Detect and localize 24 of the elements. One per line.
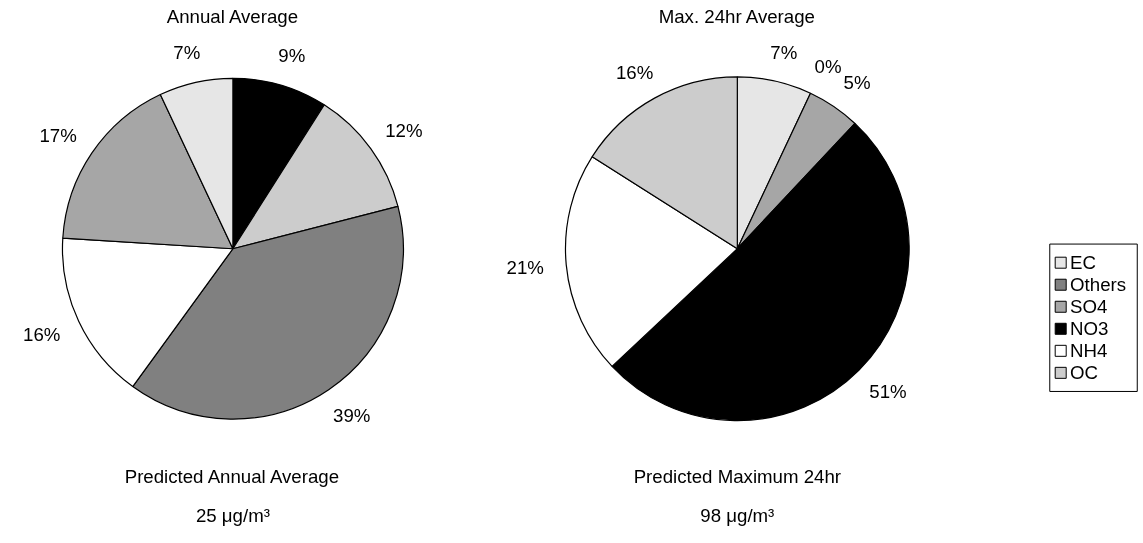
data-label: 21% (506, 257, 544, 279)
legend-label: SO4 (1070, 296, 1108, 318)
text: 25 μg/m³ (195, 505, 270, 527)
text: Predicted Annual Average (124, 466, 340, 488)
data-label: 5% (843, 71, 871, 93)
data-label: 9% (278, 44, 306, 66)
text: Predicted Maximum 24hr (633, 466, 842, 488)
legend-label: Others (1070, 274, 1127, 296)
legend-label: NH4 (1070, 340, 1108, 362)
data-label: 7% (770, 41, 798, 63)
data-label: 51% (869, 380, 907, 402)
legend-label: NO3 (1070, 318, 1109, 340)
text: 98 μg/m³ (700, 505, 775, 527)
data-label: 7% (173, 41, 201, 63)
chart-title: Annual Average (166, 5, 299, 27)
data-label: 17% (39, 125, 77, 147)
data-label: 12% (385, 119, 423, 141)
legend-label: EC (1070, 252, 1096, 274)
text: 0% (814, 56, 842, 78)
chart-title: Max. 24hr Average (658, 5, 815, 27)
data-label: 16% (616, 61, 654, 83)
legend-label: OC (1070, 362, 1099, 384)
data-label: 39% (333, 404, 371, 426)
data-label: 16% (23, 323, 61, 345)
